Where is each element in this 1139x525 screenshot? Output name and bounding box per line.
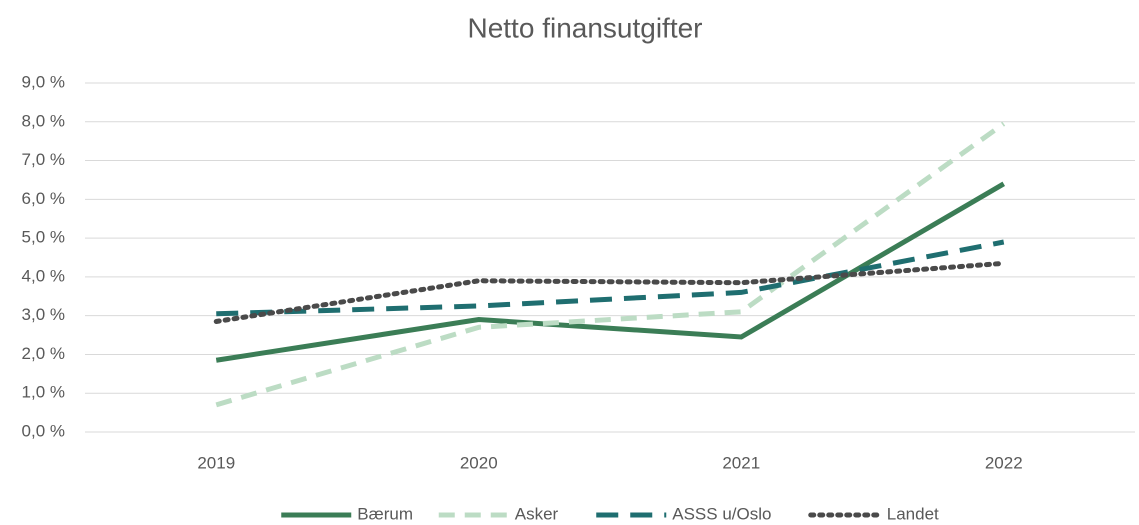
y-tick-label: 9,0 % <box>22 72 65 91</box>
y-tick-label: 5,0 % <box>22 228 65 247</box>
x-tick-label: 2019 <box>197 453 235 472</box>
series-line <box>213 260 1007 324</box>
x-tick-label: 2021 <box>722 453 760 472</box>
y-tick-label: 2,0 % <box>22 344 65 363</box>
legend-label: Landet <box>887 504 939 523</box>
chart-title: Netto finansutgifter <box>467 12 702 43</box>
series-line <box>215 121 1006 408</box>
y-tick-label: 7,0 % <box>22 150 65 169</box>
y-tick-label: 8,0 % <box>22 111 65 130</box>
x-tick-label: 2020 <box>460 453 498 472</box>
series-line <box>216 239 1005 317</box>
legend-label: ASSS u/Oslo <box>672 504 771 523</box>
series-line <box>215 181 1006 363</box>
x-tick-label: 2022 <box>985 453 1023 472</box>
y-tick-label: 1,0 % <box>22 383 65 402</box>
legend-label: Asker <box>515 504 559 523</box>
y-tick-label: 6,0 % <box>22 189 65 208</box>
y-tick-label: 0,0 % <box>22 421 65 440</box>
y-tick-label: 4,0 % <box>22 266 65 285</box>
y-tick-label: 3,0 % <box>22 305 65 324</box>
legend-label: Bærum <box>357 504 413 523</box>
